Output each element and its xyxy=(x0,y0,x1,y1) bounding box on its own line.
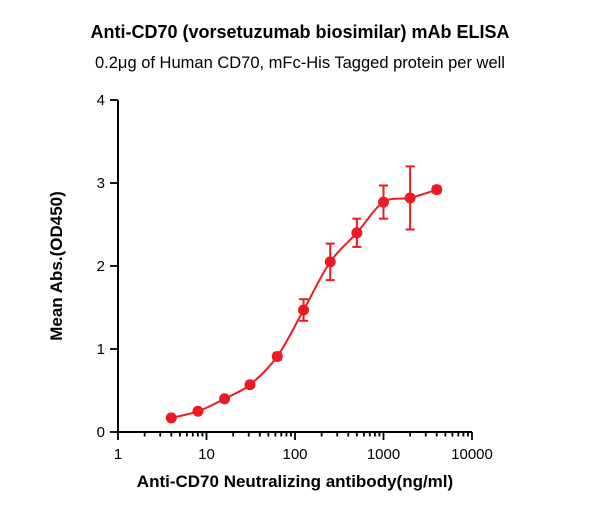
x-tick-label: 10 xyxy=(198,446,215,463)
data-point xyxy=(165,412,177,424)
data-point xyxy=(351,227,363,239)
x-tick-label: 1 xyxy=(114,446,122,463)
y-tick-label: 0 xyxy=(97,424,105,441)
chart-title: Anti-CD70 (vorsetuzumab biosimilar) mAb … xyxy=(90,22,510,42)
x-tick-label: 100 xyxy=(282,446,307,463)
chart-subtitle: 0.2μg of Human CD70, mFc-His Tagged prot… xyxy=(95,54,505,72)
x-tick-label: 10000 xyxy=(451,446,493,463)
data-point xyxy=(244,379,256,391)
data-series xyxy=(165,165,443,424)
data-point xyxy=(324,256,336,268)
data-point xyxy=(219,393,231,405)
y-tick-label: 1 xyxy=(97,341,105,358)
x-tick-label: 1000 xyxy=(367,446,400,463)
data-point xyxy=(378,196,389,208)
y-tick-label: 4 xyxy=(97,92,105,109)
data-point xyxy=(298,304,310,316)
y-tick-label: 2 xyxy=(97,258,105,275)
data-point xyxy=(271,350,283,362)
data-point xyxy=(192,405,204,417)
y-axis-label: Mean Abs.(OD450) xyxy=(47,191,66,341)
y-tick-label: 3 xyxy=(97,175,105,192)
x-axis-label: Anti-CD70 Neutralizing antibody(ng/ml) xyxy=(137,472,453,491)
data-point xyxy=(431,184,443,196)
data-point xyxy=(404,192,416,204)
